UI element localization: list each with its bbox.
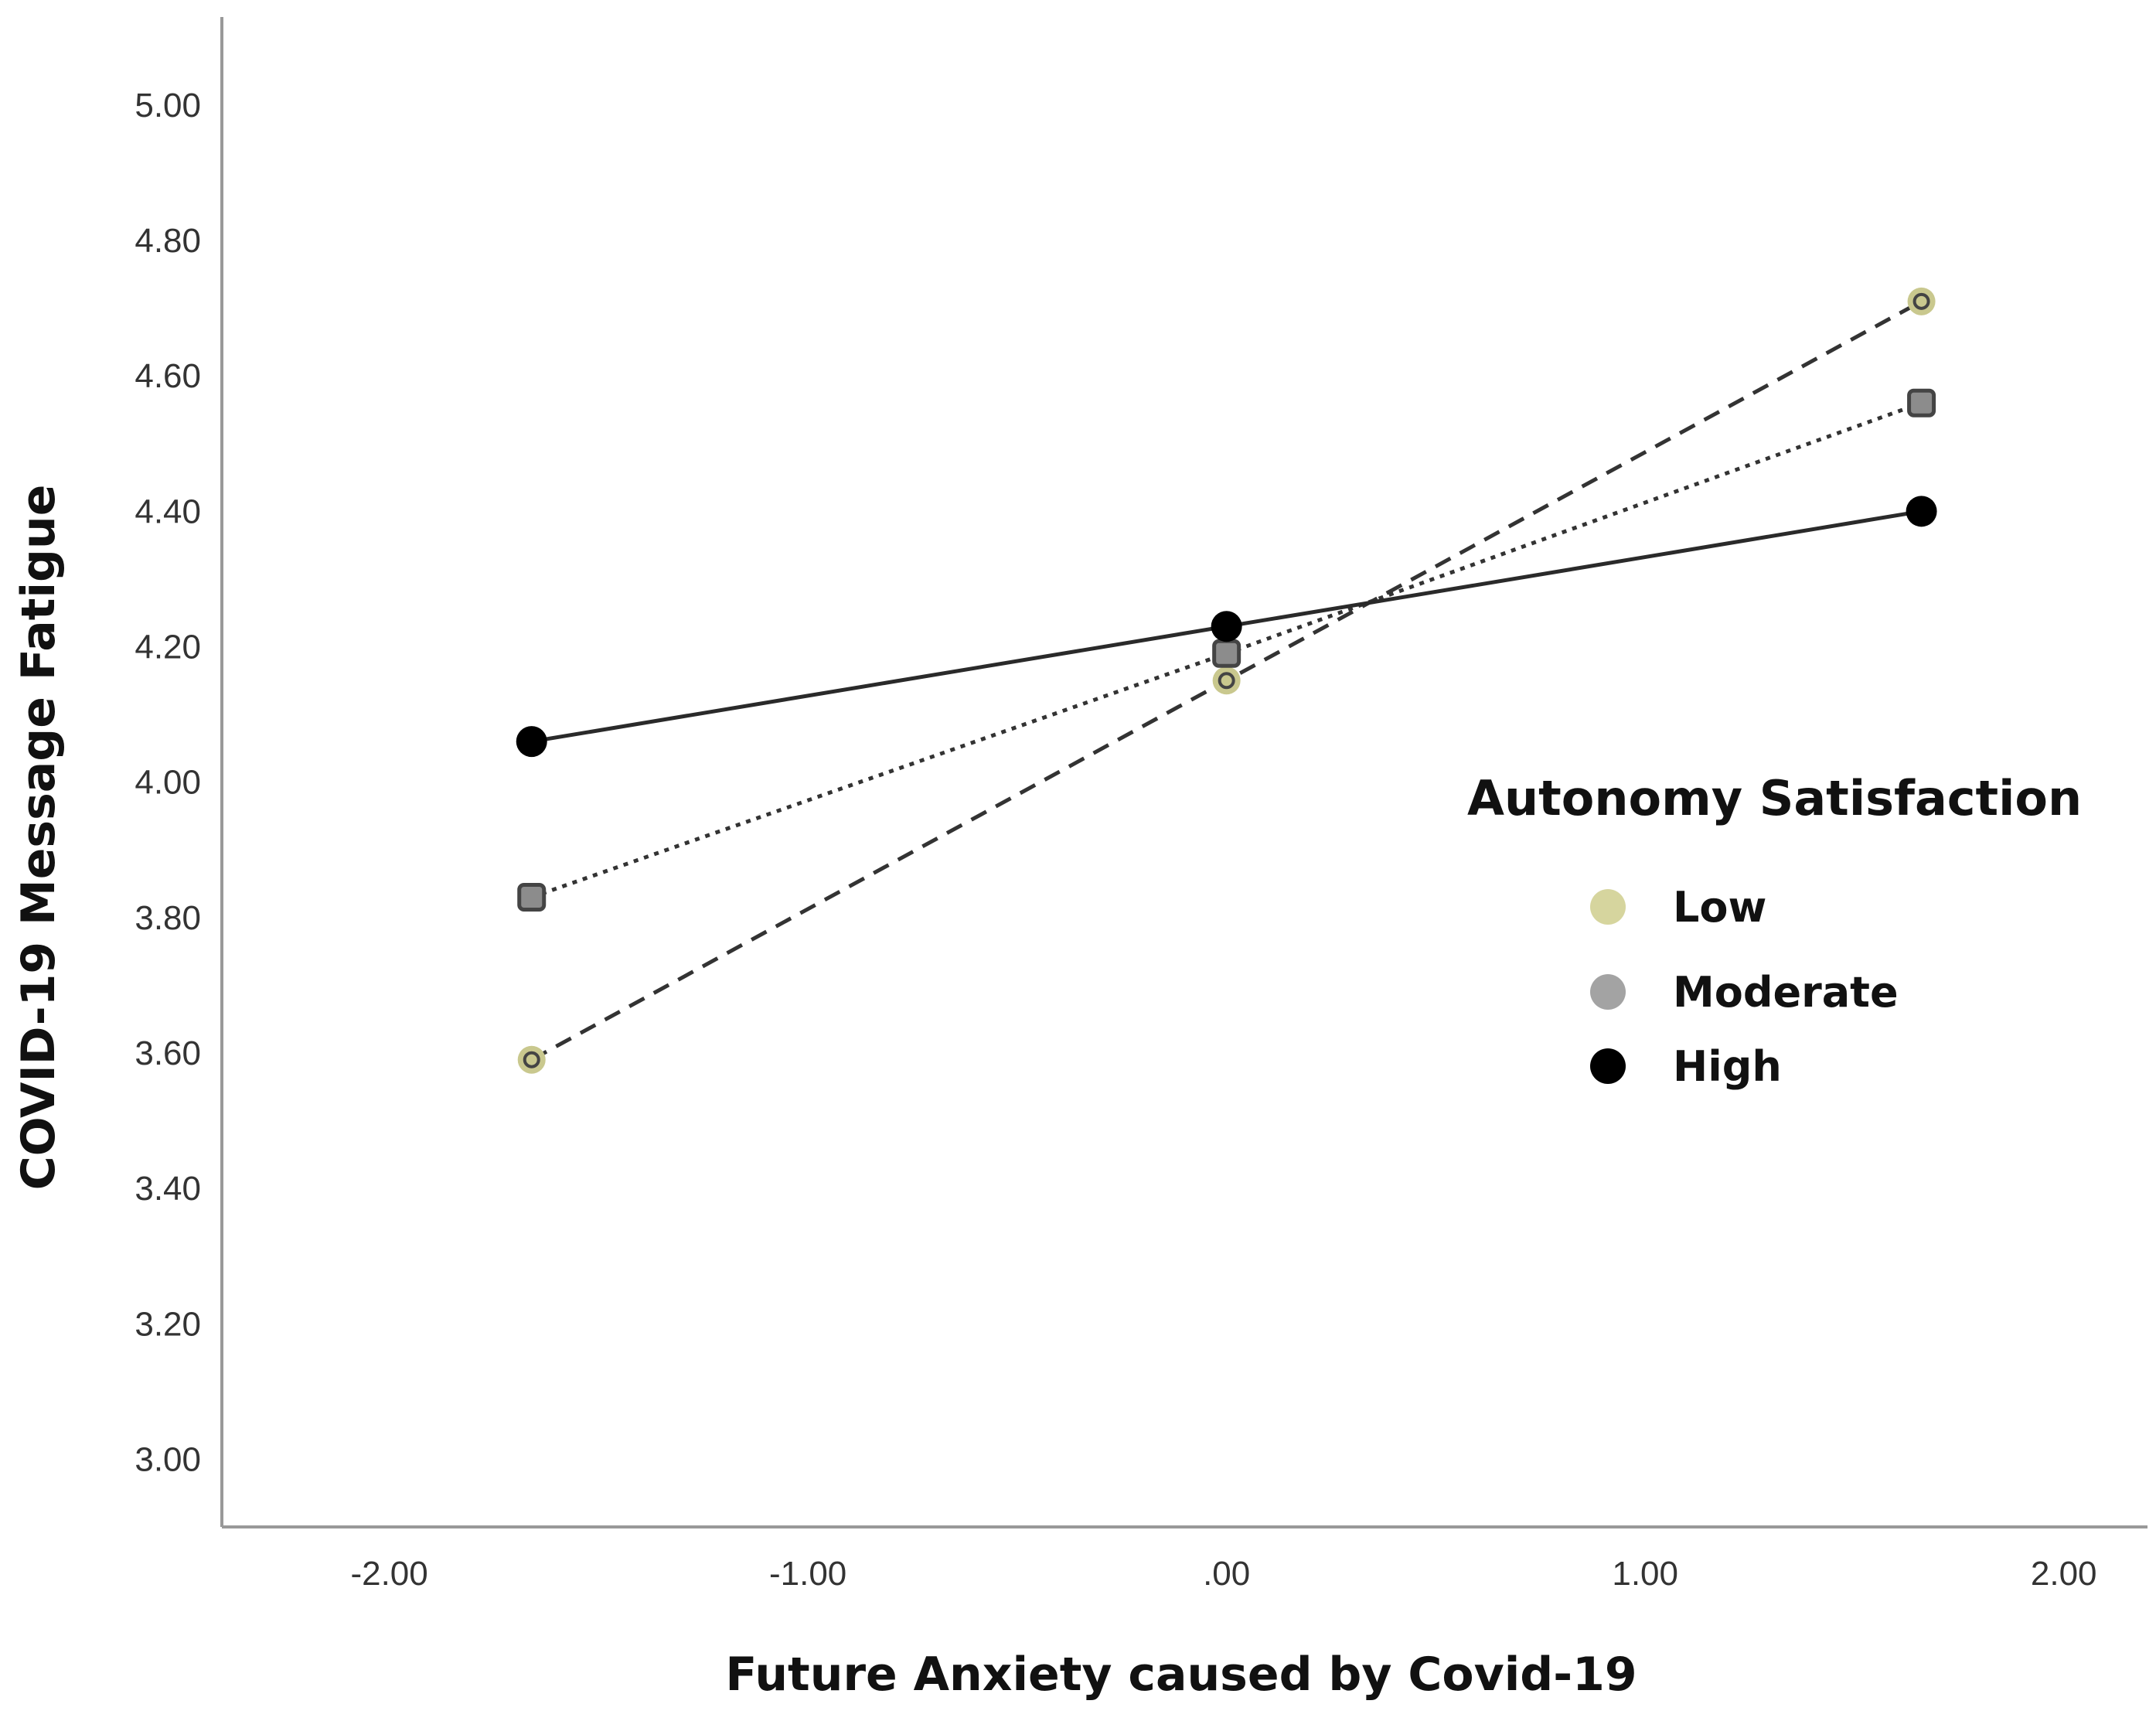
legend: Autonomy Satisfaction Low Moderate High [1467, 770, 2082, 1091]
data-point-low [517, 1045, 546, 1074]
series-layer [516, 287, 1937, 1074]
legend-swatch-high [1590, 1048, 1626, 1084]
data-point-high [1906, 496, 1937, 527]
y-tick-label: 4.00 [135, 764, 201, 802]
y-tick-label: 3.20 [135, 1305, 201, 1343]
y-tick-label: 3.80 [135, 899, 201, 937]
x-tick-label: 1.00 [1612, 1555, 1678, 1593]
legend-title: Autonomy Satisfaction [1467, 770, 2082, 826]
legend-label-high: High [1673, 1042, 1782, 1091]
data-point-moderate [1212, 639, 1241, 668]
y-tick-label: 3.60 [135, 1034, 201, 1072]
y-tick-label: 4.20 [135, 628, 201, 666]
legend-label-low: Low [1673, 883, 1766, 932]
data-point-low-ring [523, 1051, 540, 1068]
y-tick-labels: 3.00 3.20 3.40 3.60 3.80 4.00 4.20 4.40 4.60 4.80… [135, 87, 201, 1479]
data-point-moderate [517, 883, 547, 912]
x-tick-label: 2.00 [2031, 1555, 2097, 1593]
y-axis-title: COVID-19 Message Fatigue [12, 485, 66, 1191]
data-point-high [516, 726, 547, 758]
legend-entries: Low Moderate High [1590, 883, 1899, 1091]
legend-label-moderate: Moderate [1673, 968, 1899, 1017]
axes [220, 17, 2147, 1528]
data-point-low-ring [1218, 672, 1235, 690]
x-tick-label: .00 [1203, 1555, 1250, 1593]
y-tick-label: 4.80 [135, 222, 201, 260]
data-point-high [1211, 611, 1242, 642]
legend-swatch-low [1590, 889, 1626, 925]
y-tick-label: 4.60 [135, 357, 201, 395]
y-tick-label: 3.00 [135, 1440, 201, 1478]
data-point-moderate [1907, 388, 1936, 417]
x-tick-labels: -2.00 -1.00 .00 1.00 2.00 [350, 1555, 2096, 1593]
y-tick-label: 5.00 [135, 87, 201, 124]
x-axis-title: Future Anxiety caused by Covid-19 [725, 1648, 1637, 1702]
data-point-low [1907, 287, 1936, 315]
data-point-low-ring [1912, 292, 1930, 310]
data-point-low [1212, 666, 1241, 695]
y-tick-label: 4.40 [135, 492, 201, 530]
x-tick-label: -1.00 [769, 1555, 846, 1593]
x-tick-label: -2.00 [350, 1555, 427, 1593]
legend-swatch-moderate [1590, 974, 1626, 1010]
y-tick-label: 3.40 [135, 1170, 201, 1208]
